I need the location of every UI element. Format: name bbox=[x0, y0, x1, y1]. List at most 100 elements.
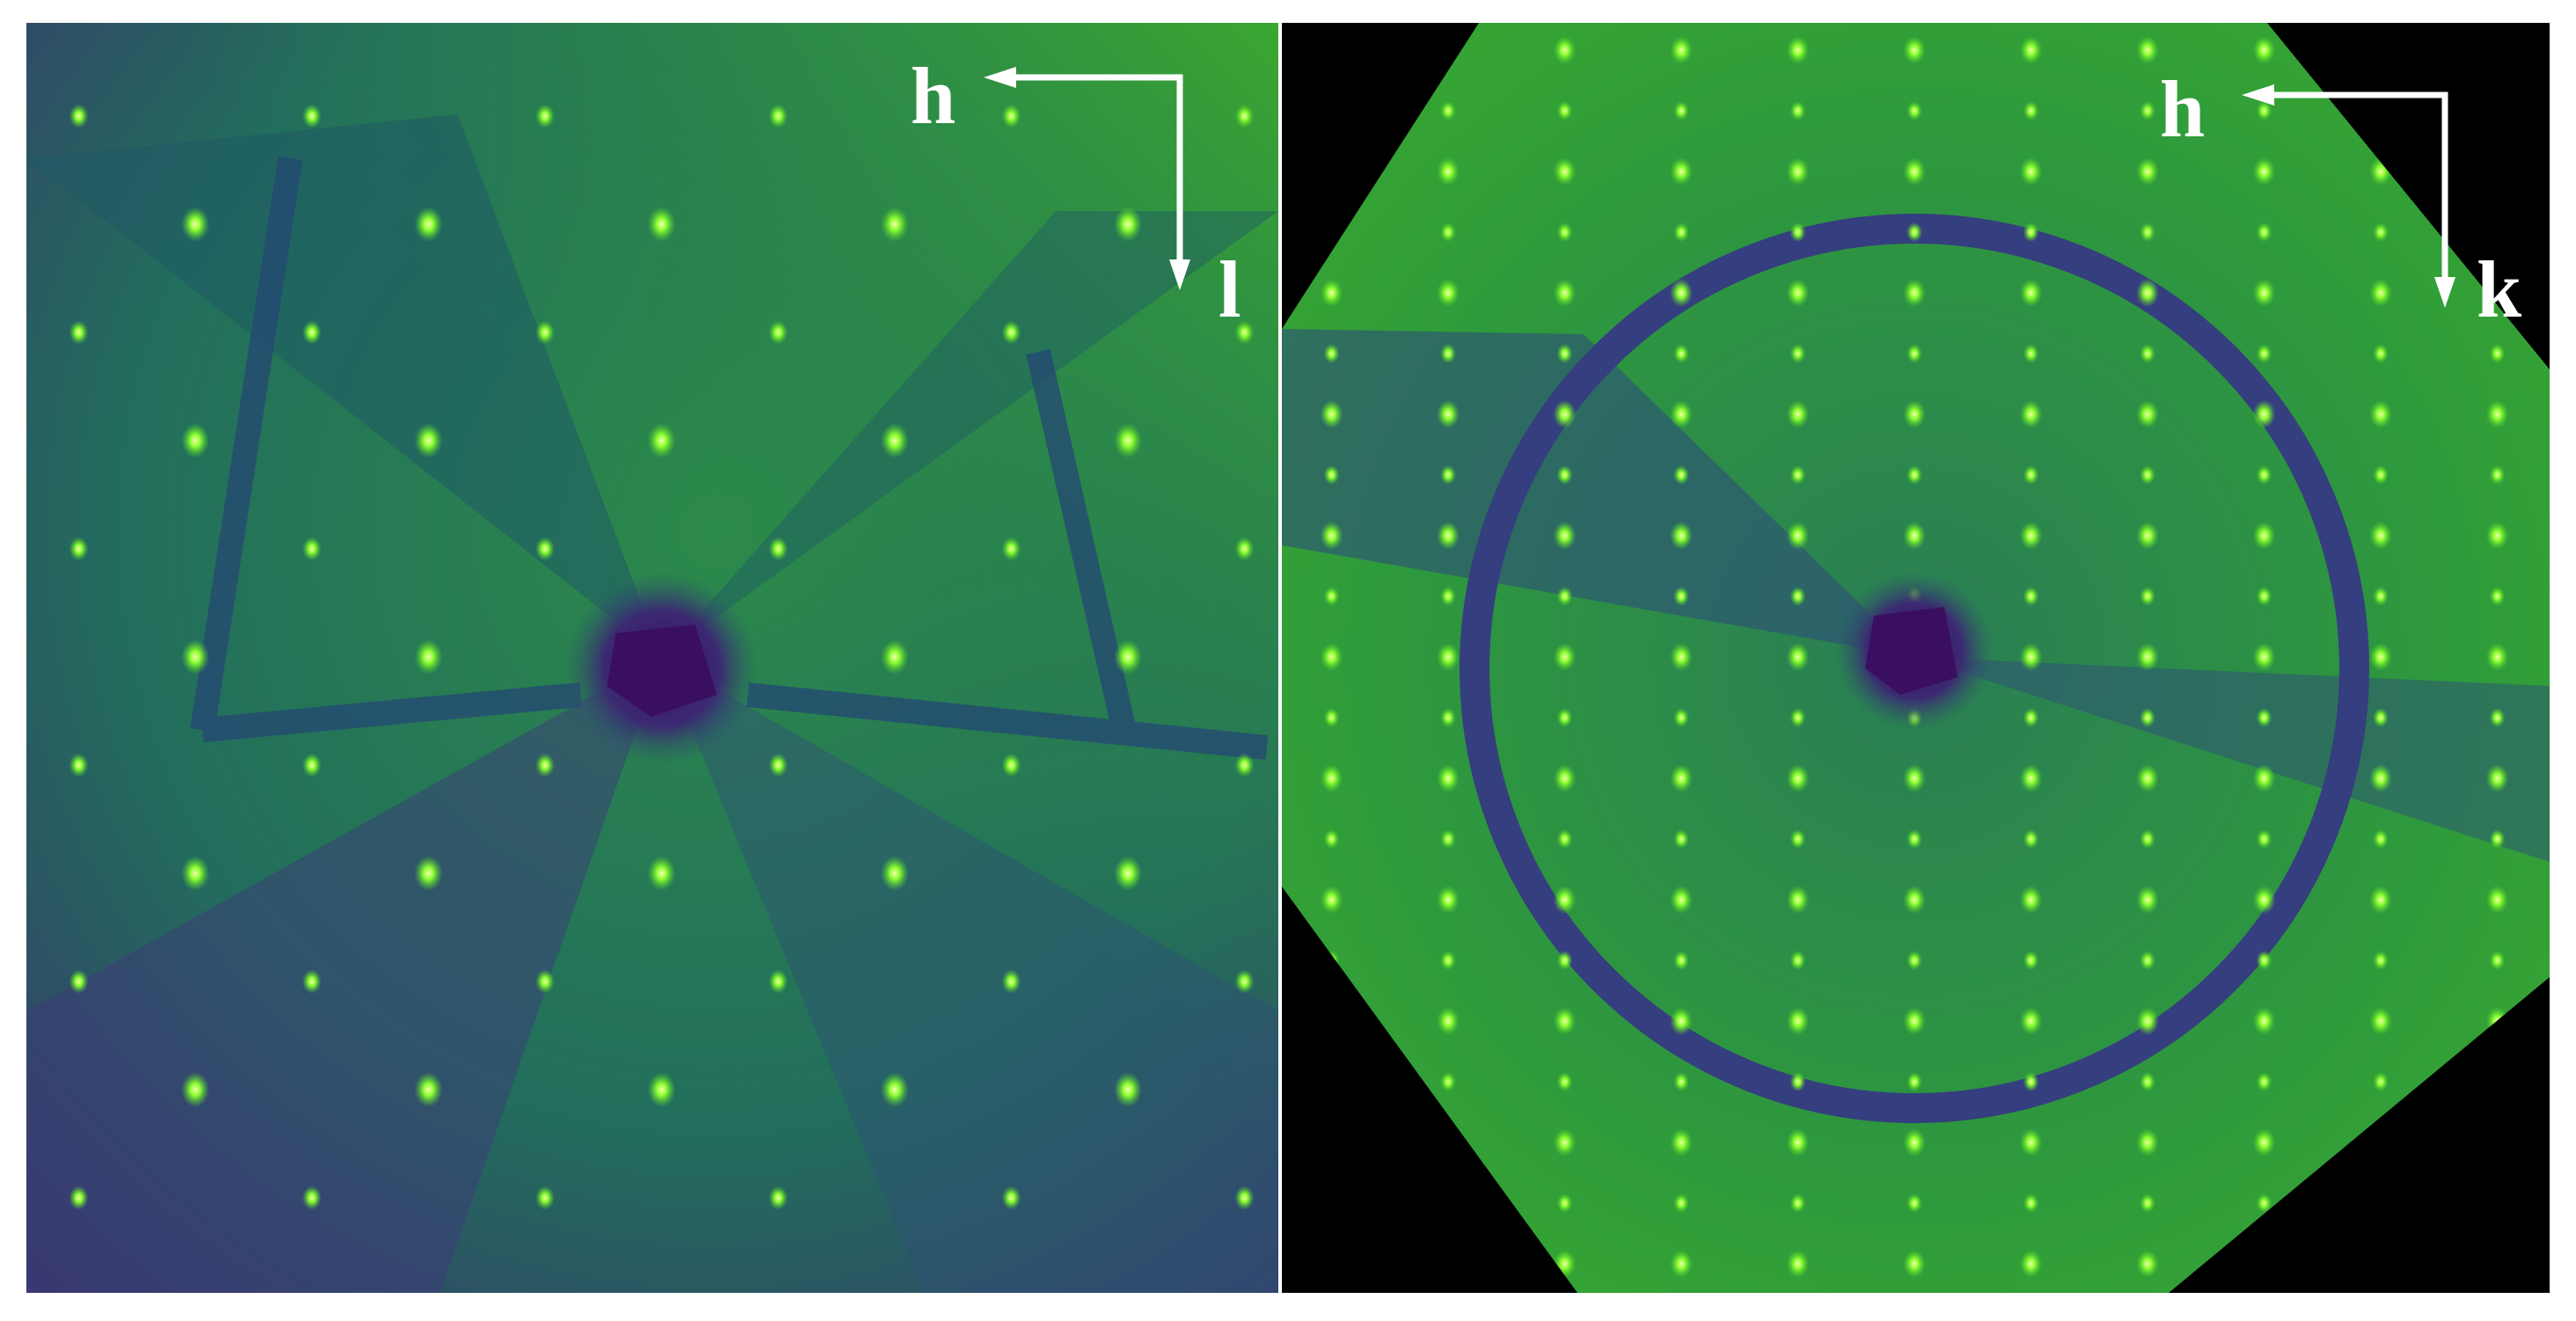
diffraction-spot bbox=[1323, 828, 1340, 850]
diffraction-spot bbox=[881, 856, 909, 891]
diffraction-spot bbox=[1786, 1128, 1810, 1157]
diffraction-spot bbox=[2252, 642, 2276, 672]
diffraction-spot bbox=[1234, 104, 1255, 128]
axis-label: h bbox=[2160, 64, 2205, 154]
diffraction-spot bbox=[1001, 320, 1021, 345]
diffraction-spot bbox=[648, 856, 676, 891]
diffraction-spot bbox=[2373, 950, 2389, 971]
arrow-line bbox=[1012, 74, 1183, 264]
diffraction-spot bbox=[2485, 642, 2509, 672]
diffraction-spot bbox=[2485, 521, 2509, 551]
diffraction-spot bbox=[1903, 35, 1926, 65]
diffraction-spot bbox=[2023, 1193, 2039, 1214]
diffraction-spot bbox=[2252, 1006, 2276, 1036]
diffraction-spot bbox=[1670, 763, 1693, 793]
diffraction-spot bbox=[1320, 763, 1343, 793]
diffraction-spot bbox=[1556, 586, 1573, 607]
diffraction-spot bbox=[1234, 969, 1255, 994]
diffraction-spot bbox=[2019, 642, 2043, 672]
diffraction-spot bbox=[2252, 885, 2276, 915]
diffraction-spot bbox=[2136, 1249, 2159, 1279]
diffraction-spot bbox=[1437, 278, 1460, 308]
shadow-sector bbox=[26, 114, 662, 657]
diffraction-spot bbox=[1234, 320, 1255, 345]
diffraction-spot bbox=[1786, 763, 1810, 793]
spot-layer bbox=[1320, 35, 2509, 1279]
diffraction-spot bbox=[1440, 707, 1456, 728]
diffraction-spot bbox=[535, 320, 555, 345]
diffraction-spot bbox=[2019, 885, 2043, 915]
shadow-strut bbox=[190, 156, 1269, 760]
diffraction-spot bbox=[1553, 642, 1577, 672]
diffraction-spot bbox=[535, 753, 555, 777]
diffraction-spot bbox=[1673, 222, 1689, 243]
diffraction-spot bbox=[2489, 343, 2506, 364]
diffraction-spot bbox=[1673, 828, 1689, 850]
diffraction-spot bbox=[2369, 885, 2392, 915]
beamstop-core bbox=[607, 624, 717, 717]
diffraction-spot bbox=[1437, 763, 1460, 793]
diffraction-spot bbox=[1903, 521, 1926, 551]
diffraction-spot bbox=[881, 1072, 909, 1107]
diffraction-spot bbox=[1553, 157, 1577, 186]
diffraction-spot bbox=[1440, 464, 1456, 485]
diffraction-spot bbox=[1906, 222, 1922, 243]
diffraction-spot bbox=[2256, 1071, 2272, 1092]
spot-layer bbox=[69, 104, 1255, 1210]
diffraction-spot bbox=[648, 423, 676, 458]
diffraction-spot bbox=[2136, 157, 2159, 186]
diffraction-spot bbox=[2489, 464, 2506, 485]
diffraction-spot bbox=[181, 639, 209, 675]
shadow-sector bbox=[662, 657, 1278, 1293]
diffraction-spot bbox=[2136, 278, 2159, 308]
diffraction-spot bbox=[302, 1186, 322, 1210]
diffraction-spot bbox=[1323, 707, 1340, 728]
diffraction-spot bbox=[1556, 464, 1573, 485]
diffraction-spot bbox=[2373, 707, 2389, 728]
diffraction-spot bbox=[1553, 521, 1577, 551]
diffraction-spot bbox=[181, 207, 209, 242]
diffraction-spot bbox=[2140, 100, 2155, 121]
diffraction-spot bbox=[1903, 1006, 1926, 1036]
diffraction-spot bbox=[1786, 521, 1810, 551]
diffraction-spot bbox=[1786, 35, 1810, 65]
diffraction-spot bbox=[2256, 1193, 2272, 1214]
diffraction-spot bbox=[1670, 278, 1693, 308]
shadow-sector bbox=[1914, 657, 2550, 862]
diffraction-spot bbox=[2373, 828, 2389, 850]
diffraction-spot bbox=[1553, 763, 1577, 793]
diffraction-spot bbox=[302, 104, 322, 128]
arrow-line bbox=[2270, 91, 2448, 281]
diffraction-spot bbox=[2023, 100, 2039, 121]
diffraction-spot bbox=[1903, 763, 1926, 793]
diffraction-spot bbox=[1789, 100, 1806, 121]
diffraction-spot bbox=[2136, 35, 2159, 65]
diffraction-spot bbox=[1670, 1006, 1693, 1036]
diffraction-spot bbox=[2136, 763, 2159, 793]
diffraction-spot bbox=[69, 969, 89, 994]
diffraction-spot bbox=[1673, 950, 1689, 971]
diffraction-spot bbox=[2369, 278, 2392, 308]
diffraction-spot bbox=[768, 320, 788, 345]
diffraction-spot bbox=[2369, 763, 2392, 793]
diffraction-spot bbox=[1673, 707, 1689, 728]
diffraction-spot bbox=[181, 423, 209, 458]
diffraction-spot bbox=[2485, 885, 2509, 915]
diffraction-spot bbox=[1001, 536, 1021, 561]
diffraction-spot bbox=[2140, 828, 2155, 850]
diffraction-spot bbox=[1556, 1071, 1573, 1092]
diffraction-spot bbox=[2019, 157, 2043, 186]
diffraction-spot bbox=[1906, 464, 1922, 485]
diffraction-spot bbox=[2019, 521, 2043, 551]
diffraction-spot bbox=[2256, 828, 2272, 850]
diffraction-spot bbox=[1440, 222, 1456, 243]
diffraction-spot bbox=[2373, 586, 2389, 607]
diffraction-spot bbox=[302, 536, 322, 561]
diffraction-spot bbox=[1789, 828, 1806, 850]
diffraction-spot bbox=[535, 104, 555, 128]
diffraction-spot bbox=[2489, 828, 2506, 850]
diffraction-spot bbox=[2136, 399, 2159, 429]
diffraction-spot bbox=[181, 856, 209, 891]
